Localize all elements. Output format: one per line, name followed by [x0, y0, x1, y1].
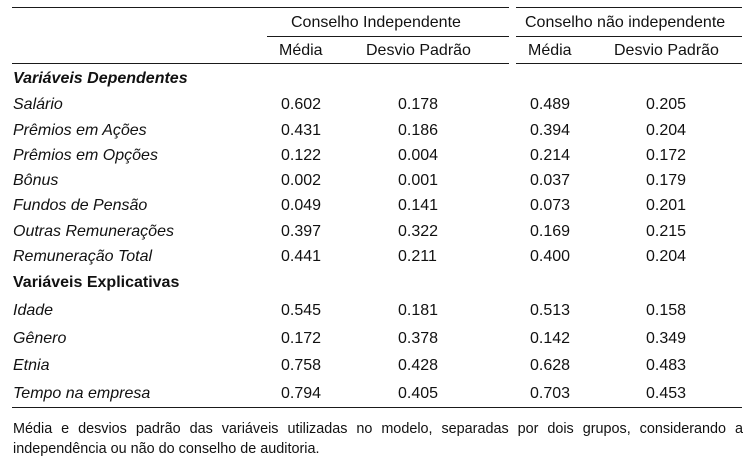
header-rule-left	[12, 63, 509, 64]
cell-value: 0.122	[281, 147, 322, 164]
cell-value: 0.545	[281, 302, 322, 319]
table-note: Média e desvios padrão das variáveis uti…	[13, 421, 743, 457]
top-rule-left	[12, 7, 509, 8]
column-header-mean-independent: Média	[279, 42, 323, 59]
cell-value: 0.181	[398, 302, 439, 319]
cell-value: 0.214	[530, 147, 571, 164]
cell-value: 0.378	[398, 330, 439, 347]
top-rule-right	[516, 7, 742, 8]
row-label: Remuneração Total	[13, 248, 153, 265]
cell-value: 0.141	[398, 197, 439, 214]
cell-value: 0.602	[281, 96, 322, 113]
row-label: Outras Remunerações	[13, 223, 174, 240]
cell-value: 0.178	[398, 96, 439, 113]
cell-value: 0.049	[281, 197, 322, 214]
cell-value: 0.073	[530, 197, 571, 214]
group-header-independent: Conselho Independente	[291, 14, 461, 31]
cell-value: 0.758	[281, 357, 322, 374]
cell-value: 0.349	[646, 330, 687, 347]
cell-value: 0.037	[530, 172, 571, 189]
cell-value: 0.628	[530, 357, 571, 374]
cell-value: 0.172	[646, 147, 687, 164]
row-label: Gênero	[13, 330, 67, 347]
cell-value: 0.186	[398, 122, 439, 139]
cell-value: 0.483	[646, 357, 687, 374]
cell-value: 0.204	[646, 248, 687, 265]
cell-value: 0.002	[281, 172, 322, 189]
cell-value: 0.172	[281, 330, 322, 347]
group-rule-non-independent	[516, 36, 742, 37]
cell-value: 0.400	[530, 248, 571, 265]
cell-value: 0.204	[646, 122, 687, 139]
section-title-dependent-variables: Variáveis Dependentes	[13, 70, 188, 87]
cell-value: 0.142	[530, 330, 571, 347]
cell-value: 0.201	[646, 197, 687, 214]
row-label: Idade	[13, 302, 54, 319]
row-label: Prêmios em Opções	[13, 147, 158, 164]
column-header-sd-independent: Desvio Padrão	[366, 42, 471, 59]
cell-value: 0.513	[530, 302, 571, 319]
row-label: Etnia	[13, 357, 50, 374]
column-header-sd-non-independent: Desvio Padrão	[614, 42, 719, 59]
cell-value: 0.428	[398, 357, 439, 374]
row-label: Bônus	[13, 172, 59, 189]
cell-value: 0.169	[530, 223, 571, 240]
cell-value: 0.489	[530, 96, 571, 113]
row-label: Fundos de Pensão	[13, 197, 148, 214]
cell-value: 0.322	[398, 223, 439, 240]
cell-value: 0.004	[398, 147, 439, 164]
row-label: Tempo na empresa	[13, 385, 151, 402]
group-header-non-independent: Conselho não independente	[525, 14, 726, 31]
cell-value: 0.703	[530, 385, 571, 402]
cell-value: 0.441	[281, 248, 322, 265]
cell-value: 0.794	[281, 385, 322, 402]
row-label: Prêmios em Ações	[13, 122, 147, 139]
cell-value: 0.397	[281, 223, 322, 240]
cell-value: 0.205	[646, 96, 687, 113]
cell-value: 0.405	[398, 385, 439, 402]
cell-value: 0.211	[398, 248, 437, 265]
header-rule-right	[516, 63, 742, 64]
cell-value: 0.453	[646, 385, 687, 402]
cell-value: 0.179	[646, 172, 687, 189]
cell-value: 0.431	[281, 122, 322, 139]
cell-value: 0.215	[646, 223, 687, 240]
cell-value: 0.001	[398, 172, 439, 189]
cell-value: 0.394	[530, 122, 571, 139]
column-header-mean-non-independent: Média	[528, 42, 572, 59]
cell-value: 0.158	[646, 302, 687, 319]
group-rule-independent	[267, 36, 509, 37]
bottom-rule	[12, 407, 742, 408]
row-label: Salário	[13, 96, 63, 113]
section-title-explanatory-variables: Variáveis Explicativas	[13, 274, 180, 291]
